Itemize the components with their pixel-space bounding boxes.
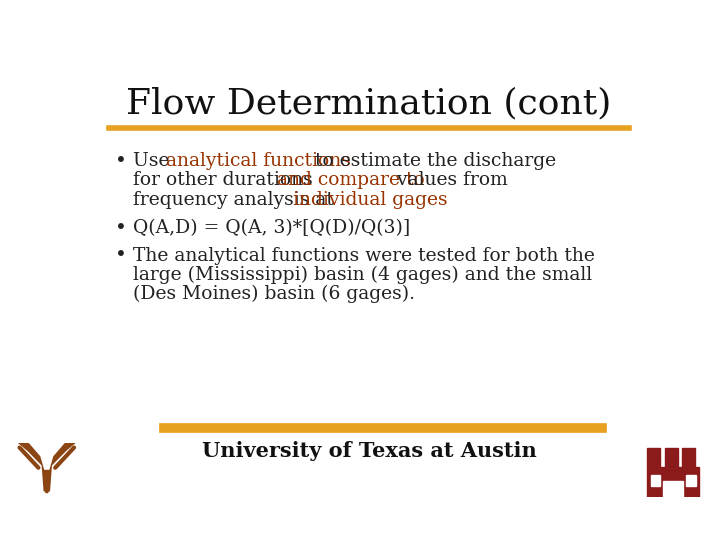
- Text: •: •: [114, 219, 127, 238]
- Text: to estimate the discharge: to estimate the discharge: [309, 152, 556, 170]
- Text: and compare to: and compare to: [276, 171, 424, 190]
- Text: (Des Moines) basin (6 gages).: (Des Moines) basin (6 gages).: [132, 285, 415, 303]
- Text: individual gages: individual gages: [293, 191, 448, 208]
- Text: •: •: [114, 246, 127, 265]
- Bar: [664, 481, 683, 497]
- Bar: [647, 467, 699, 497]
- Text: analytical functions: analytical functions: [166, 152, 351, 170]
- Bar: [665, 448, 678, 467]
- Text: for other durations: for other durations: [132, 171, 318, 190]
- Text: University of Texas at Austin: University of Texas at Austin: [202, 441, 536, 461]
- Text: Use: Use: [132, 152, 175, 170]
- Text: values from: values from: [391, 171, 508, 190]
- Text: Flow Determination (cont): Flow Determination (cont): [126, 86, 612, 120]
- Bar: [647, 448, 660, 467]
- Text: frequency analysis at: frequency analysis at: [132, 191, 340, 208]
- Polygon shape: [17, 443, 76, 491]
- Text: large (Mississippi) basin (4 gages) and the small: large (Mississippi) basin (4 gages) and …: [132, 266, 592, 284]
- Text: •: •: [114, 152, 127, 171]
- Text: Q(A,D) = Q(A, 3)*[Q(D)/Q(3)]: Q(A,D) = Q(A, 3)*[Q(D)/Q(3)]: [132, 219, 410, 237]
- Bar: [651, 475, 660, 486]
- Text: The analytical functions were tested for both the: The analytical functions were tested for…: [132, 247, 595, 265]
- Bar: [682, 448, 695, 467]
- Bar: [686, 475, 696, 486]
